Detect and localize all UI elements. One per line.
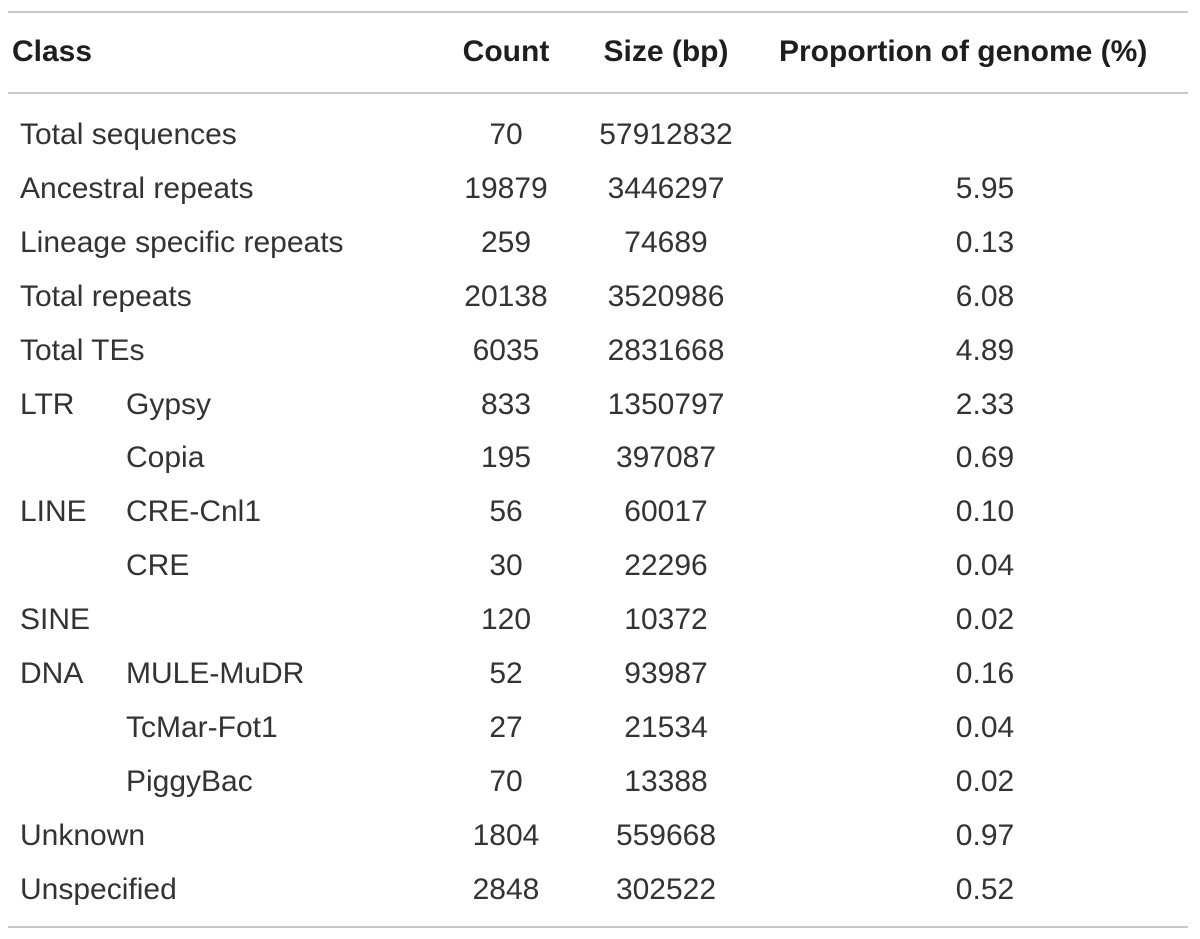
cell-count: 56 [489, 495, 523, 528]
cell-size: 3446297 [607, 172, 725, 205]
table-top-rule [8, 11, 1188, 13]
header-count: Count [462, 35, 550, 68]
header-class: Class [12, 35, 93, 68]
cell-count: 30 [489, 549, 523, 582]
cell-class: Lineage specific repeats [20, 226, 344, 259]
cell-size: 60017 [624, 495, 708, 528]
cell-proportion: 0.13 [955, 226, 1015, 259]
cell-class: Unknown [20, 819, 146, 852]
cell-size: 559668 [615, 819, 717, 852]
cell-proportion: 0.02 [955, 603, 1015, 636]
cell-proportion: 0.04 [955, 711, 1015, 744]
cell-count: 1804 [472, 819, 540, 852]
cell-class: Ancestral repeats [20, 172, 254, 205]
cell-size: 2831668 [607, 334, 725, 367]
cell-proportion: 0.69 [955, 441, 1015, 474]
cell-size: 3520986 [607, 280, 725, 313]
table-header-rule [8, 92, 1188, 94]
cell-count: 120 [480, 603, 532, 636]
cell-size: 21534 [624, 711, 708, 744]
cell-size: 13388 [624, 765, 708, 798]
cell-count: 19879 [464, 172, 548, 205]
cell-class: DNA [20, 657, 84, 690]
cell-subclass: CRE [126, 549, 190, 582]
cell-subclass: Gypsy [126, 388, 212, 421]
cell-subclass: MULE-MuDR [126, 657, 305, 690]
cell-class: LTR [20, 388, 75, 421]
cell-size: 74689 [624, 226, 708, 259]
cell-proportion: 6.08 [955, 280, 1015, 313]
cell-proportion: 2.33 [955, 388, 1015, 421]
header-proportion: Proportion of genome (%) [779, 35, 1148, 68]
cell-class: Total repeats [20, 280, 192, 313]
cell-proportion: 0.04 [955, 549, 1015, 582]
cell-count: 27 [489, 711, 523, 744]
cell-count: 70 [489, 765, 523, 798]
cell-size: 22296 [624, 549, 708, 582]
cell-proportion: 5.95 [955, 172, 1015, 205]
cell-count: 20138 [464, 280, 548, 313]
cell-size: 1350797 [607, 388, 725, 421]
cell-count: 833 [480, 388, 532, 421]
cell-count: 52 [489, 657, 523, 690]
cell-proportion: 0.10 [955, 495, 1015, 528]
cell-count: 259 [480, 226, 532, 259]
cell-subclass: CRE-Cnl1 [126, 495, 262, 528]
cell-size: 10372 [624, 603, 708, 636]
cell-count: 195 [480, 441, 532, 474]
cell-count: 2848 [472, 873, 540, 906]
cell-proportion: 0.97 [955, 819, 1015, 852]
cell-proportion: 4.89 [955, 334, 1015, 367]
cell-proportion: 0.02 [955, 765, 1015, 798]
cell-class: Total sequences [20, 118, 237, 151]
cell-class: SINE [20, 603, 91, 636]
cell-subclass: TcMar-Fot1 [126, 711, 278, 744]
cell-size: 302522 [615, 873, 717, 906]
cell-size: 93987 [624, 657, 708, 690]
cell-count: 70 [489, 118, 523, 151]
cell-subclass: Copia [126, 441, 205, 474]
header-size: Size (bp) [603, 35, 729, 68]
cell-size: 397087 [615, 441, 717, 474]
cell-proportion: 0.16 [955, 657, 1015, 690]
cell-class: LINE [20, 495, 87, 528]
cell-subclass: PiggyBac [126, 765, 253, 798]
cell-size: 57912832 [599, 118, 733, 151]
cell-class: Unspecified [20, 873, 177, 906]
cell-proportion: 0.52 [955, 873, 1015, 906]
cell-class: Total TEs [20, 334, 145, 367]
cell-count: 6035 [472, 334, 540, 367]
table-bottom-rule [8, 926, 1188, 928]
